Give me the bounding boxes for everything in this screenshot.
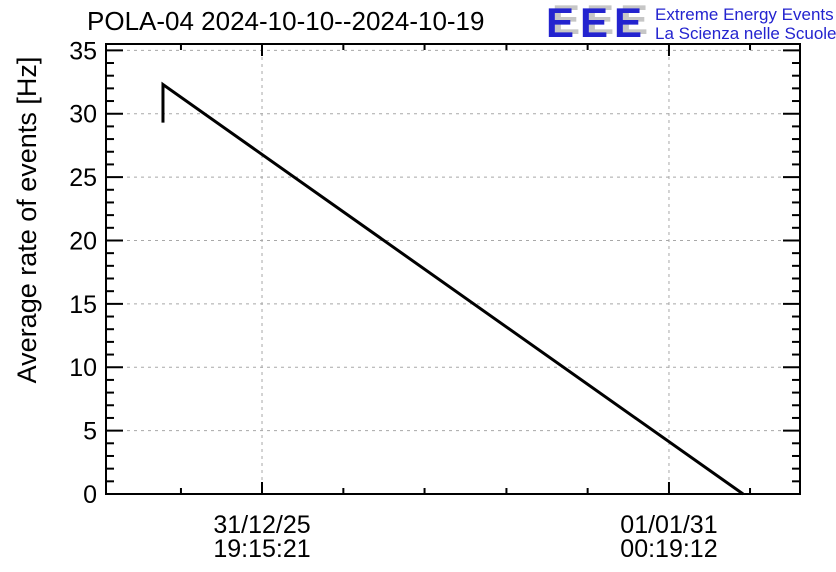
y-tick-label: 25 xyxy=(69,164,97,192)
rate-line xyxy=(161,81,744,496)
plot-title: POLA-04 2024-10-10--2024-10-19 xyxy=(87,6,485,36)
eee-logo-letters: EEE xyxy=(546,0,649,46)
y-tick-label: 35 xyxy=(69,37,97,65)
x-tick-label-date: 31/12/25 xyxy=(213,511,310,539)
y-tick-label: 30 xyxy=(69,101,97,129)
plot-frame xyxy=(105,43,801,495)
y-tick-label: 15 xyxy=(69,291,97,319)
y-tick-label: 0 xyxy=(83,481,97,509)
y-tick-label: 10 xyxy=(69,354,97,382)
eee-logo: EEE Extreme Energy Events La Scienza nel… xyxy=(546,2,836,44)
x-tick-label-time: 19:15:21 xyxy=(213,535,310,563)
y-tick-label: 5 xyxy=(83,418,97,446)
y-tick-label: 20 xyxy=(69,227,97,255)
eee-logo-line1: Extreme Energy Events xyxy=(655,5,834,24)
eee-logo-line2: La Scienza nelle Scuole xyxy=(655,24,836,43)
x-tick-label-time: 00:19:12 xyxy=(620,535,717,563)
x-tick-label-date: 01/01/31 xyxy=(620,511,717,539)
eee-logo-text: Extreme Energy Events La Scienza nelle S… xyxy=(655,2,836,43)
